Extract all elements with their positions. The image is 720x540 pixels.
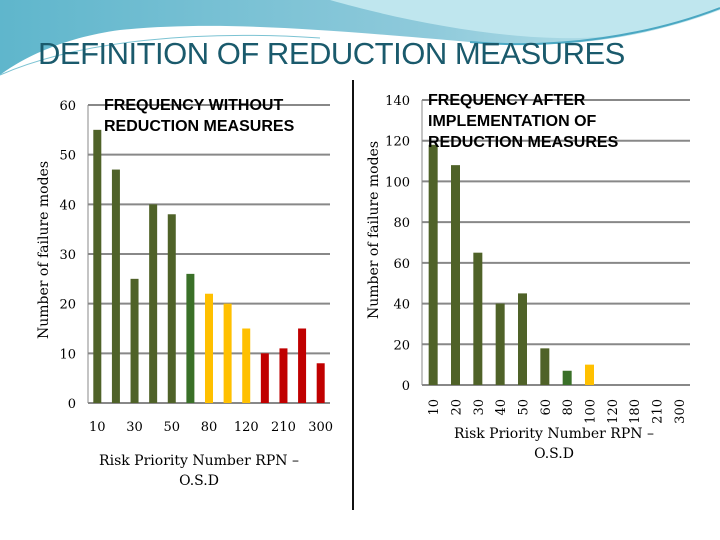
y-tick-label: 10 bbox=[59, 347, 76, 362]
bar bbox=[111, 169, 120, 403]
x-tick-label: 30 bbox=[126, 420, 143, 435]
y-tick-label: 60 bbox=[393, 257, 410, 272]
x-tick-label: 10 bbox=[427, 399, 442, 416]
x-tick-label: 300 bbox=[308, 420, 333, 435]
slide-title: DEFINITION OF REDUCTION MEASURES bbox=[38, 36, 625, 71]
bar bbox=[451, 165, 460, 385]
chart-title: FREQUENCY WITHOUT bbox=[104, 97, 283, 114]
y-tick-label: 120 bbox=[385, 135, 410, 150]
x-tick-label: 40 bbox=[494, 399, 509, 416]
y-tick-label: 140 bbox=[385, 94, 410, 109]
bar bbox=[242, 328, 251, 403]
y-tick-label: 40 bbox=[393, 298, 410, 313]
x-axis-label: O.S.D bbox=[534, 446, 574, 462]
y-tick-label: 30 bbox=[59, 248, 76, 263]
y-tick-label: 0 bbox=[68, 397, 76, 412]
x-tick-label: 10 bbox=[89, 420, 106, 435]
y-tick-label: 80 bbox=[393, 216, 410, 231]
y-tick-label: 60 bbox=[59, 99, 76, 114]
bar bbox=[298, 328, 307, 403]
bar bbox=[186, 273, 195, 403]
y-tick-label: 100 bbox=[385, 175, 410, 190]
x-tick-label: 300 bbox=[673, 399, 688, 424]
x-tick-label: 100 bbox=[584, 399, 599, 424]
x-tick-label: 50 bbox=[517, 399, 532, 416]
bar bbox=[562, 370, 572, 385]
y-tick-label: 50 bbox=[59, 149, 76, 164]
bar bbox=[316, 363, 325, 403]
bar bbox=[205, 293, 213, 403]
x-tick-label: 20 bbox=[450, 399, 465, 416]
x-tick-label: 30 bbox=[472, 399, 487, 416]
bar bbox=[167, 214, 176, 403]
chart-title: REDUCTION MEASURES bbox=[104, 118, 295, 135]
x-tick-label: 210 bbox=[271, 420, 296, 435]
y-axis-label: Number of failure modes bbox=[366, 141, 382, 319]
bar bbox=[428, 144, 438, 385]
bar bbox=[540, 348, 550, 385]
x-tick-label: 210 bbox=[651, 399, 666, 424]
bar bbox=[495, 303, 505, 385]
x-axis-label: Risk Priority Number RPN – bbox=[99, 453, 299, 469]
bar bbox=[473, 252, 483, 385]
bar bbox=[93, 129, 102, 404]
x-tick-label: 80 bbox=[561, 399, 576, 416]
bar bbox=[518, 293, 527, 385]
x-axis-label: Risk Priority Number RPN – bbox=[454, 426, 654, 442]
x-axis-label: O.S.D bbox=[179, 473, 219, 489]
bar bbox=[585, 364, 594, 385]
x-tick-label: 120 bbox=[234, 420, 259, 435]
x-tick-label: 180 bbox=[628, 399, 643, 424]
bar bbox=[149, 204, 158, 403]
bar bbox=[223, 303, 232, 403]
x-tick-label: 60 bbox=[539, 399, 554, 416]
chart-title: REDUCTION MEASURES bbox=[428, 134, 619, 151]
y-tick-label: 40 bbox=[59, 198, 76, 213]
bar bbox=[130, 278, 139, 403]
chart-title: IMPLEMENTATION OF bbox=[428, 113, 597, 130]
x-tick-label: 120 bbox=[606, 399, 621, 424]
x-tick-label: 80 bbox=[201, 420, 218, 435]
y-tick-label: 20 bbox=[59, 298, 76, 313]
x-tick-label: 50 bbox=[163, 420, 180, 435]
y-tick-label: 0 bbox=[402, 379, 410, 394]
y-tick-label: 20 bbox=[393, 338, 410, 353]
divider-line bbox=[352, 80, 354, 510]
bar bbox=[279, 348, 288, 403]
y-axis-label: Number of failure modes bbox=[36, 161, 52, 339]
chart-title: FREQUENCY AFTER bbox=[428, 92, 586, 109]
bar bbox=[260, 353, 269, 403]
